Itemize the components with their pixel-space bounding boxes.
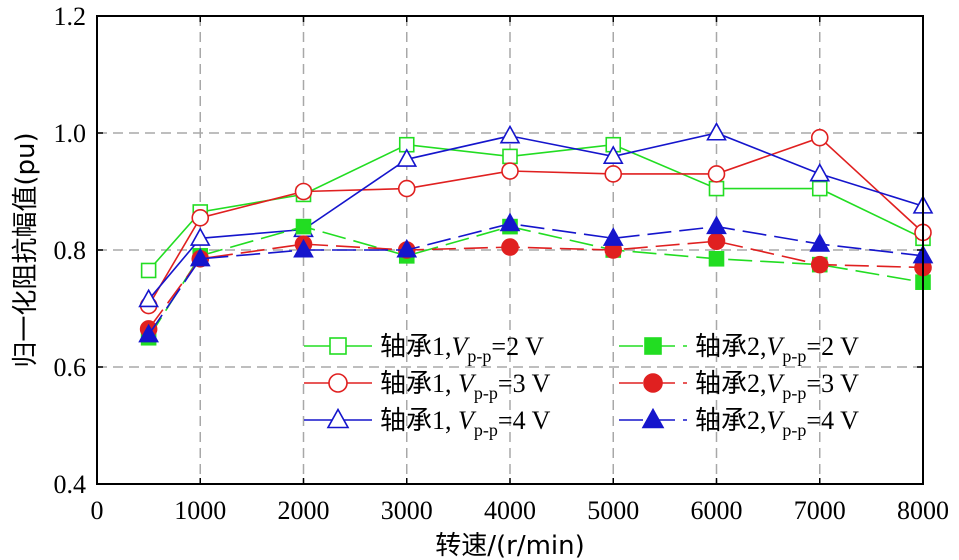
data-point — [189, 227, 211, 246]
data-point — [294, 182, 313, 201]
series-line — [147, 225, 924, 339]
data-point — [602, 227, 624, 246]
data-point — [293, 238, 314, 258]
x-tick-label: 6000 — [691, 496, 743, 525]
data-point — [295, 218, 312, 235]
series-line — [147, 132, 924, 301]
y-tick-label: 1.0 — [54, 119, 87, 148]
legend-marker — [644, 337, 662, 355]
legend-label: 轴承1, Vp-p=3 V — [380, 369, 551, 403]
series-3 — [138, 121, 934, 308]
legend-marker — [329, 337, 347, 355]
ticks: 0 1000 2000 3000 4000 5000 6000 7000 8000 0.4 0.6 0… — [54, 2, 950, 525]
data-point — [138, 288, 159, 308]
series-4 — [140, 218, 931, 346]
series-line — [147, 136, 924, 307]
data-point — [708, 180, 725, 197]
data-point — [191, 209, 210, 227]
data-point — [809, 162, 831, 182]
series-line — [147, 222, 924, 336]
data-point — [811, 180, 828, 197]
data-point — [502, 148, 518, 165]
data-point — [138, 323, 159, 343]
y-tick-label: 0.8 — [54, 236, 87, 265]
legend-label: 轴承2,Vp-p=3 V — [695, 369, 859, 403]
data-point — [189, 247, 211, 267]
x-axis-title: 转速/(r/min) — [435, 531, 585, 560]
y-tick-label: 0.4 — [54, 470, 87, 499]
data-point — [396, 238, 418, 258]
legend-label: 轴承1,Vp-p=2 V — [380, 332, 544, 366]
data-point — [499, 212, 521, 232]
series-line — [147, 240, 924, 330]
legend-marker — [643, 373, 663, 393]
data-point — [707, 165, 726, 183]
x-tick-label: 4000 — [484, 496, 536, 525]
data-point — [810, 128, 829, 147]
legend-label: 轴承2,Vp-p=4 V — [695, 406, 859, 440]
legend-item: 轴承2,Vp-p=3 V — [619, 369, 859, 403]
y-tick-label: 0.6 — [54, 353, 87, 382]
data-point — [706, 215, 727, 235]
data-point — [809, 233, 831, 252]
series-1 — [140, 136, 931, 279]
legend-marker — [328, 373, 348, 393]
data-point — [501, 238, 519, 256]
legend-item: 轴承2,Vp-p=4 V — [619, 406, 859, 440]
legend-item: 轴承1, Vp-p=3 V — [304, 369, 551, 403]
data-point — [501, 162, 519, 180]
data-point — [396, 148, 418, 167]
x-tick-label: 2000 — [278, 496, 330, 525]
data-point — [707, 232, 726, 251]
data-point — [499, 124, 521, 144]
data-point — [708, 250, 725, 267]
legend-marker — [641, 407, 665, 429]
data-point — [397, 179, 416, 198]
x-tick-label: 7000 — [794, 496, 846, 525]
legend-item: 轴承1,Vp-p=2 V — [304, 332, 544, 366]
y-tick-label: 1.2 — [54, 2, 87, 31]
y-axis-title: 归一化阻抗幅值(pu) — [11, 132, 41, 367]
legend-item: 轴承2,Vp-p=2 V — [619, 332, 859, 366]
legend-label: 轴承1, Vp-p=4 V — [380, 406, 551, 440]
x-tick-label: 0 — [91, 496, 104, 525]
x-tick-label: 8000 — [897, 496, 949, 525]
x-tick-label: 1000 — [174, 496, 226, 525]
legend-label: 轴承2,Vp-p=2 V — [695, 332, 859, 366]
data-point — [706, 121, 727, 141]
x-tick-label: 3000 — [381, 496, 433, 525]
data-point — [602, 145, 624, 164]
x-tick-label: 5000 — [587, 496, 639, 525]
series-layer — [138, 121, 934, 346]
data-point — [810, 255, 829, 274]
series-2 — [139, 128, 932, 315]
data-point — [604, 165, 623, 183]
series-line — [148, 143, 924, 272]
data-point — [140, 262, 157, 279]
legend-item: 轴承1, Vp-p=4 V — [304, 406, 551, 440]
legend-marker — [326, 407, 350, 429]
